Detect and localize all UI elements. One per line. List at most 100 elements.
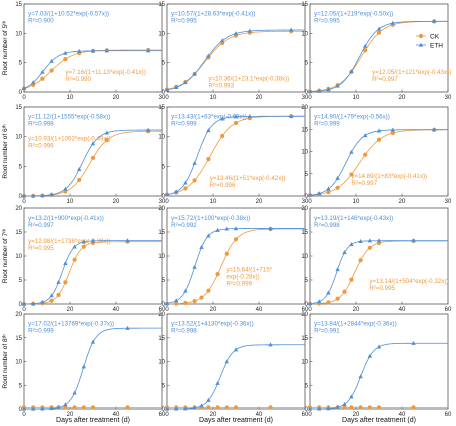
r-squared-eth: R²=0.995 xyxy=(314,17,340,24)
data-point-eth xyxy=(215,227,220,232)
x-tick-label: 0 xyxy=(22,412,26,418)
y-tick-label: 5 xyxy=(305,383,309,389)
row-ylabel-2: Root number of 7ᵗʰ xyxy=(2,228,9,283)
y-tick-label: 5 xyxy=(19,278,23,284)
data-point-eth xyxy=(220,116,225,121)
data-point-ck xyxy=(81,405,86,410)
y-tick-label: 10 xyxy=(158,31,165,37)
x-tick-label: 40 xyxy=(113,412,120,418)
data-point-ck xyxy=(215,405,220,410)
data-point-ck xyxy=(192,298,197,304)
r-squared-ck: R²=0.990 xyxy=(65,76,91,83)
equation-ck-cont: exp(-0.28x)) xyxy=(226,274,259,281)
x-tick-label: 20 xyxy=(399,199,406,205)
data-point-eth xyxy=(367,238,372,243)
x-tick-label: 40 xyxy=(256,307,263,313)
y-tick-label: 5 xyxy=(19,164,23,170)
x-tick-label: 0 xyxy=(165,95,169,101)
data-point-ck xyxy=(63,280,68,285)
x-tick-label: 60 xyxy=(302,307,309,313)
r-squared-eth: R²=0.998 xyxy=(28,120,54,127)
x-tick-label: 0 xyxy=(22,95,26,101)
x-axis-label-1: Days after treatment (d) xyxy=(199,417,273,424)
x-axis-label-2: Days after treatment (d) xyxy=(342,417,416,424)
data-point-ck xyxy=(183,300,188,306)
y-tick-label: 0 xyxy=(305,90,309,96)
data-point-eth xyxy=(349,394,354,399)
data-point-eth xyxy=(224,359,229,364)
y-tick-label: 10 xyxy=(301,360,308,366)
data-point-eth xyxy=(317,88,322,93)
data-point-eth xyxy=(307,89,313,94)
x-tick-label: 40 xyxy=(113,307,120,313)
r-squared-ck: R²=0.996 xyxy=(210,182,236,189)
r-squared-ck: R²=0.997 xyxy=(351,180,377,187)
x-tick-label: 0 xyxy=(165,199,169,205)
data-point-eth xyxy=(199,245,204,250)
data-point-eth xyxy=(90,141,96,146)
x-tick-label: 30 xyxy=(159,199,166,205)
y-tick-label: 0 xyxy=(162,302,166,308)
data-point-eth xyxy=(49,192,54,197)
data-point-eth xyxy=(432,127,437,132)
equation-eth: y=13.2/(1+900*exp(-0.41x)) xyxy=(28,215,104,222)
x-tick-label: 10 xyxy=(353,199,360,205)
equation-ck: y=12.98/(1+1738*exp(-0.38x)) xyxy=(28,238,111,245)
r-squared-eth: R²=0.997 xyxy=(28,222,54,229)
data-point-eth xyxy=(104,48,109,53)
equation-eth: y=13.52/(1+4130*exp(-0.36x)) xyxy=(171,321,254,328)
data-point-ck xyxy=(90,405,96,410)
data-point-ck xyxy=(77,177,82,183)
x-tick-label: 0 xyxy=(22,199,26,205)
fit-curve-ck xyxy=(166,115,305,195)
y-tick-label: 0 xyxy=(162,407,166,413)
x-tick-label: 20 xyxy=(353,412,360,418)
panel-0-2: 0 5 10 15 0 10 20 30 y=12.05/(1+121*exp(-0.43x))… xyxy=(301,2,452,101)
data-point-eth xyxy=(56,405,61,410)
data-point-ck xyxy=(174,301,179,306)
y-tick-label: 15 xyxy=(158,230,165,236)
data-point-ck xyxy=(335,185,340,190)
x-tick-label: 20 xyxy=(67,412,74,418)
data-point-eth xyxy=(72,390,77,395)
r-squared-ck: R²=0.997 xyxy=(372,76,398,83)
data-point-eth xyxy=(376,128,382,133)
data-point-eth xyxy=(307,192,313,197)
r-squared-eth: R²=0.992 xyxy=(171,222,197,229)
x-axis-label-0: Days after treatment (d) xyxy=(56,417,130,424)
panel-frame xyxy=(23,3,163,93)
data-point-eth xyxy=(432,18,437,23)
r-squared-eth: R²=0.900 xyxy=(28,17,54,24)
data-point-eth xyxy=(146,127,151,132)
equation-eth: y=10.57/(1+28.63*exp(-0.41x)) xyxy=(171,10,255,17)
data-point-ck xyxy=(342,289,347,294)
data-point-ck xyxy=(224,405,229,410)
x-tick-label: 20 xyxy=(256,95,263,101)
x-tick-label: 30 xyxy=(445,95,452,101)
x-tick-label: 30 xyxy=(445,199,452,205)
y-tick-label: 5 xyxy=(162,278,166,284)
data-point-eth xyxy=(206,233,211,238)
data-point-eth xyxy=(164,406,170,411)
x-tick-label: 60 xyxy=(445,412,452,418)
data-point-eth xyxy=(21,406,27,411)
data-point-eth xyxy=(21,301,27,306)
data-point-eth xyxy=(81,239,86,244)
data-point-eth xyxy=(183,80,188,85)
r-squared-eth: R²=0.999 xyxy=(28,328,54,335)
equation-ck: y=13.46/(1+51*exp(-0.42x)) xyxy=(210,175,286,182)
y-tick-label: 10 xyxy=(15,135,22,141)
data-point-eth xyxy=(183,406,188,411)
data-point-eth xyxy=(63,50,68,55)
equation-eth: y=17.02/(1+13769*exp(-0.37x)) xyxy=(28,321,114,328)
data-point-eth xyxy=(411,340,416,345)
x-tick-label: 20 xyxy=(210,307,217,313)
y-tick-label: 10 xyxy=(158,360,165,366)
data-point-eth xyxy=(174,189,179,194)
equation-ck: y=12.05/(1+121*exp(-0.43x)) xyxy=(372,69,451,76)
x-tick-label: 0 xyxy=(308,307,312,313)
fit-curve-ck xyxy=(309,240,448,305)
panel-2-0: 0 5 10 15 20 0 20 40 60 y=12.98/(1+1738*exp(-0.38… xyxy=(15,206,166,313)
